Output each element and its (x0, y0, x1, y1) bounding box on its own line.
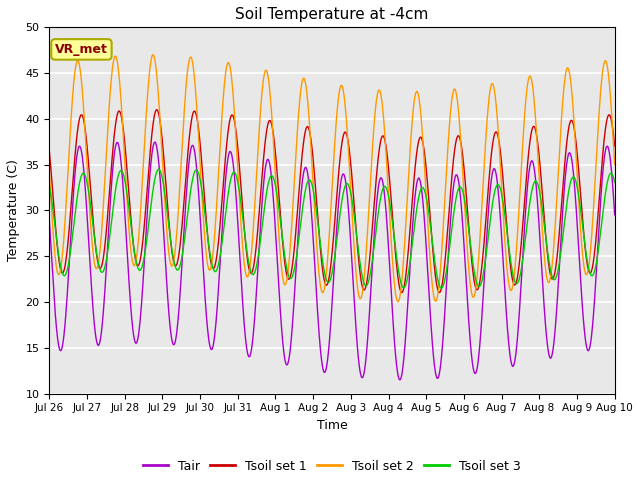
Tsoil set 1 (335, 168, 343, 173)
Title: Soil Temperature at -4cm: Soil Temperature at -4cm (236, 7, 429, 22)
Tair (301, 165, 309, 170)
Legend: Tair, Tsoil set 1, Tsoil set 2, Tsoil set 3: Tair, Tsoil set 1, Tsoil set 2, Tsoil se… (138, 455, 525, 478)
Y-axis label: Temperature (C): Temperature (C) (7, 159, 20, 262)
Tsoil set 2 (436, 276, 444, 281)
Tair (436, 369, 444, 375)
Tsoil set 3 (56, 260, 64, 266)
Tsoil set 1 (301, 129, 309, 134)
Line: Tair: Tair (49, 142, 614, 380)
Line: Tsoil set 3: Tsoil set 3 (49, 169, 614, 288)
Tsoil set 2 (149, 52, 157, 58)
Tsoil set 2 (301, 79, 309, 85)
Tsoil set 3 (575, 195, 583, 201)
Tsoil set 2 (56, 270, 64, 276)
Line: Tsoil set 2: Tsoil set 2 (49, 55, 614, 302)
Tsoil set 3 (301, 188, 309, 193)
Tsoil set 3 (335, 220, 343, 226)
Tsoil set 2 (45, 168, 53, 174)
Tsoil set 2 (335, 91, 343, 97)
Tair (56, 347, 64, 353)
Tsoil set 3 (45, 183, 53, 189)
Tsoil set 3 (155, 167, 163, 172)
Tsoil set 2 (611, 162, 618, 168)
Tsoil set 1 (611, 144, 618, 149)
Tsoil set 3 (438, 285, 445, 291)
Line: Tsoil set 1: Tsoil set 1 (49, 110, 614, 292)
Tsoil set 1 (398, 289, 406, 295)
Tair (45, 218, 53, 224)
Tair (575, 251, 583, 256)
Tsoil set 3 (435, 283, 443, 288)
Tsoil set 1 (45, 149, 53, 155)
Tsoil set 1 (147, 146, 154, 152)
Tair (335, 196, 343, 202)
Tair (147, 165, 154, 171)
Tsoil set 3 (147, 206, 154, 212)
Tsoil set 2 (147, 61, 154, 67)
Tsoil set 3 (611, 180, 618, 185)
Tsoil set 1 (436, 289, 444, 295)
Tair (151, 139, 159, 145)
Text: VR_met: VR_met (55, 43, 108, 56)
Tsoil set 2 (394, 299, 402, 305)
Tsoil set 1 (153, 107, 161, 113)
Tair (611, 212, 618, 217)
X-axis label: Time: Time (317, 419, 348, 432)
Tsoil set 2 (575, 202, 583, 208)
Tair (396, 377, 404, 383)
Tsoil set 1 (56, 264, 64, 269)
Tsoil set 1 (575, 171, 583, 177)
